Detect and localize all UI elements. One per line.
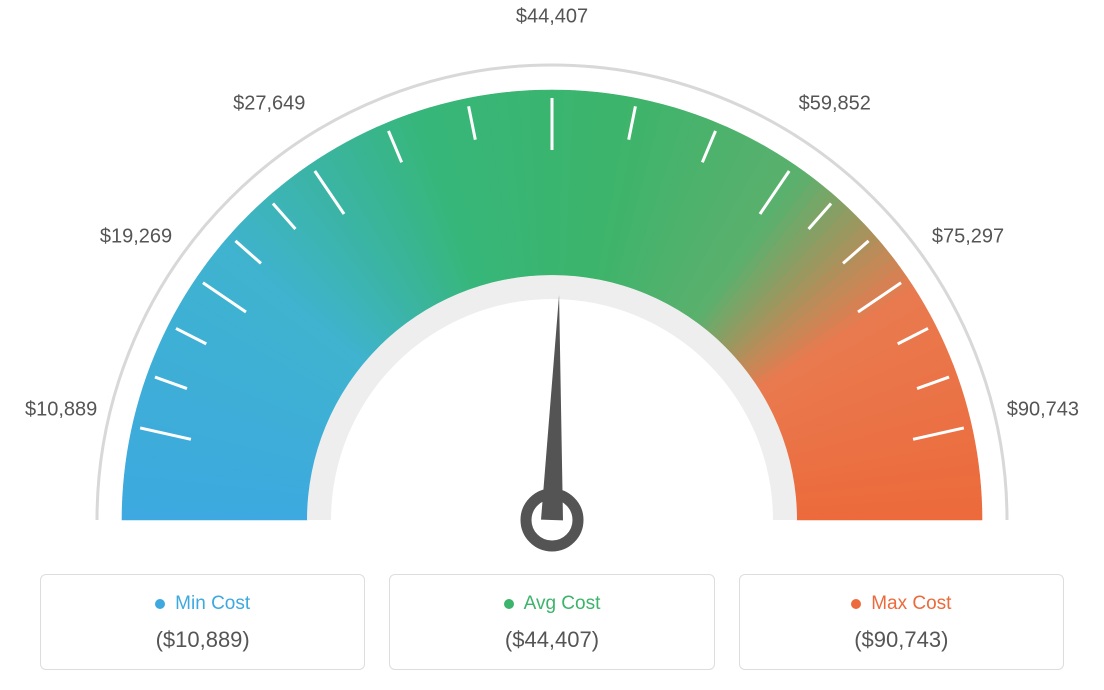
min-dot-icon — [155, 599, 165, 609]
gauge-tick-label: $44,407 — [516, 6, 588, 29]
max-cost-value: ($90,743) — [750, 627, 1053, 653]
avg-dot-icon — [504, 599, 514, 609]
min-cost-label: Min Cost — [175, 593, 250, 615]
cost-gauge: $10,889 $19,269 $27,649 $44,407 $59,852 $75,2… — [0, 0, 1104, 560]
gauge-tick-label: $27,649 — [233, 92, 305, 115]
avg-cost-card: Avg Cost ($44,407) — [389, 574, 714, 670]
avg-cost-value: ($44,407) — [400, 627, 703, 653]
min-cost-value: ($10,889) — [51, 627, 354, 653]
gauge-tick-label: $90,743 — [1007, 399, 1079, 422]
min-cost-card: Min Cost ($10,889) — [40, 574, 365, 670]
avg-cost-label: Avg Cost — [524, 593, 601, 615]
legend-cards: Min Cost ($10,889) Avg Cost ($44,407) Ma… — [40, 574, 1064, 670]
max-dot-icon — [851, 599, 861, 609]
max-cost-label: Max Cost — [871, 593, 951, 615]
gauge-tick-label: $75,297 — [932, 226, 1004, 249]
gauge-tick-label: $59,852 — [799, 92, 871, 115]
gauge-tick-label: $19,269 — [100, 226, 172, 249]
gauge-tick-label: $10,889 — [25, 399, 97, 422]
max-cost-card: Max Cost ($90,743) — [739, 574, 1064, 670]
